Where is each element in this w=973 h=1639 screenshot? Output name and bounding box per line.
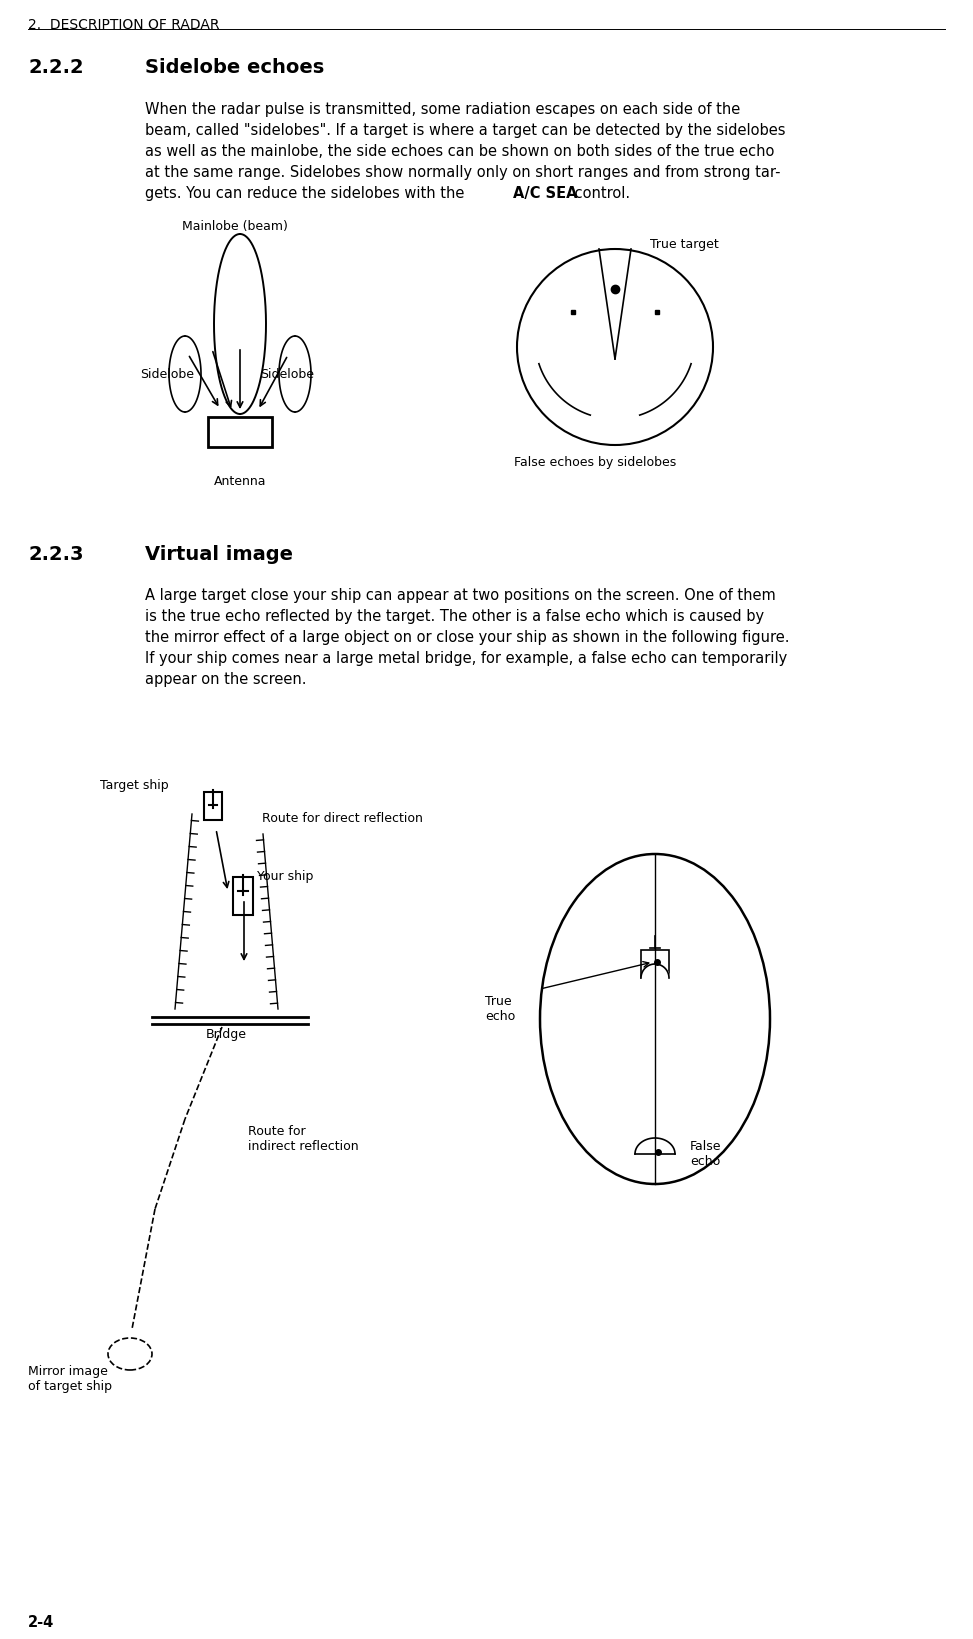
Text: at the same range. Sidelobes show normally only on short ranges and from strong : at the same range. Sidelobes show normal… [145, 166, 780, 180]
Text: Route for
indirect reflection: Route for indirect reflection [248, 1124, 359, 1152]
Text: is the true echo reflected by the target. The other is a false echo which is cau: is the true echo reflected by the target… [145, 608, 764, 623]
Text: If your ship comes near a large metal bridge, for example, a false echo can temp: If your ship comes near a large metal br… [145, 651, 787, 665]
Text: A large target close your ship can appear at two positions on the screen. One of: A large target close your ship can appea… [145, 588, 775, 603]
Text: 2.2.3: 2.2.3 [28, 544, 84, 564]
Text: True
echo: True echo [485, 995, 516, 1023]
Text: 2.  DESCRIPTION OF RADAR: 2. DESCRIPTION OF RADAR [28, 18, 220, 33]
Text: control.: control. [570, 185, 631, 202]
Text: as well as the mainlobe, the side echoes can be shown on both sides of the true : as well as the mainlobe, the side echoes… [145, 144, 775, 159]
Text: Bridge: Bridge [206, 1028, 247, 1041]
Bar [208, 418, 272, 447]
Text: When the radar pulse is transmitted, some radiation escapes on each side of the: When the radar pulse is transmitted, som… [145, 102, 740, 116]
Text: Mirror image
of target ship: Mirror image of target ship [28, 1364, 112, 1392]
Text: Target ship: Target ship [100, 779, 168, 792]
Text: Sidelobe: Sidelobe [260, 367, 314, 380]
Text: Mainlobe (beam): Mainlobe (beam) [182, 220, 288, 233]
Text: False
echo: False echo [690, 1139, 722, 1167]
Ellipse shape [540, 854, 770, 1185]
Text: False echoes by sidelobes: False echoes by sidelobes [514, 456, 676, 469]
Bar [641, 951, 669, 978]
Text: 2-4: 2-4 [28, 1614, 54, 1629]
Bar [233, 877, 253, 916]
Text: True target: True target [650, 238, 719, 251]
Text: Virtual image: Virtual image [145, 544, 293, 564]
Text: Route for direct reflection: Route for direct reflection [262, 811, 423, 824]
Text: beam, called "sidelobes". If a target is where a target can be detected by the s: beam, called "sidelobes". If a target is… [145, 123, 785, 138]
Bar [204, 793, 222, 821]
Ellipse shape [108, 1337, 152, 1370]
Text: A/C SEA: A/C SEA [513, 185, 578, 202]
Text: 2.2.2: 2.2.2 [28, 57, 84, 77]
Text: Antenna: Antenna [214, 475, 267, 488]
Text: the mirror effect of a large object on or close your ship as shown in the follow: the mirror effect of a large object on o… [145, 629, 789, 644]
Text: appear on the screen.: appear on the screen. [145, 672, 306, 687]
Text: gets. You can reduce the sidelobes with the: gets. You can reduce the sidelobes with … [145, 185, 469, 202]
Text: Sidelobe: Sidelobe [140, 367, 194, 380]
Text: Your ship: Your ship [257, 869, 313, 882]
Text: Sidelobe echoes: Sidelobe echoes [145, 57, 324, 77]
